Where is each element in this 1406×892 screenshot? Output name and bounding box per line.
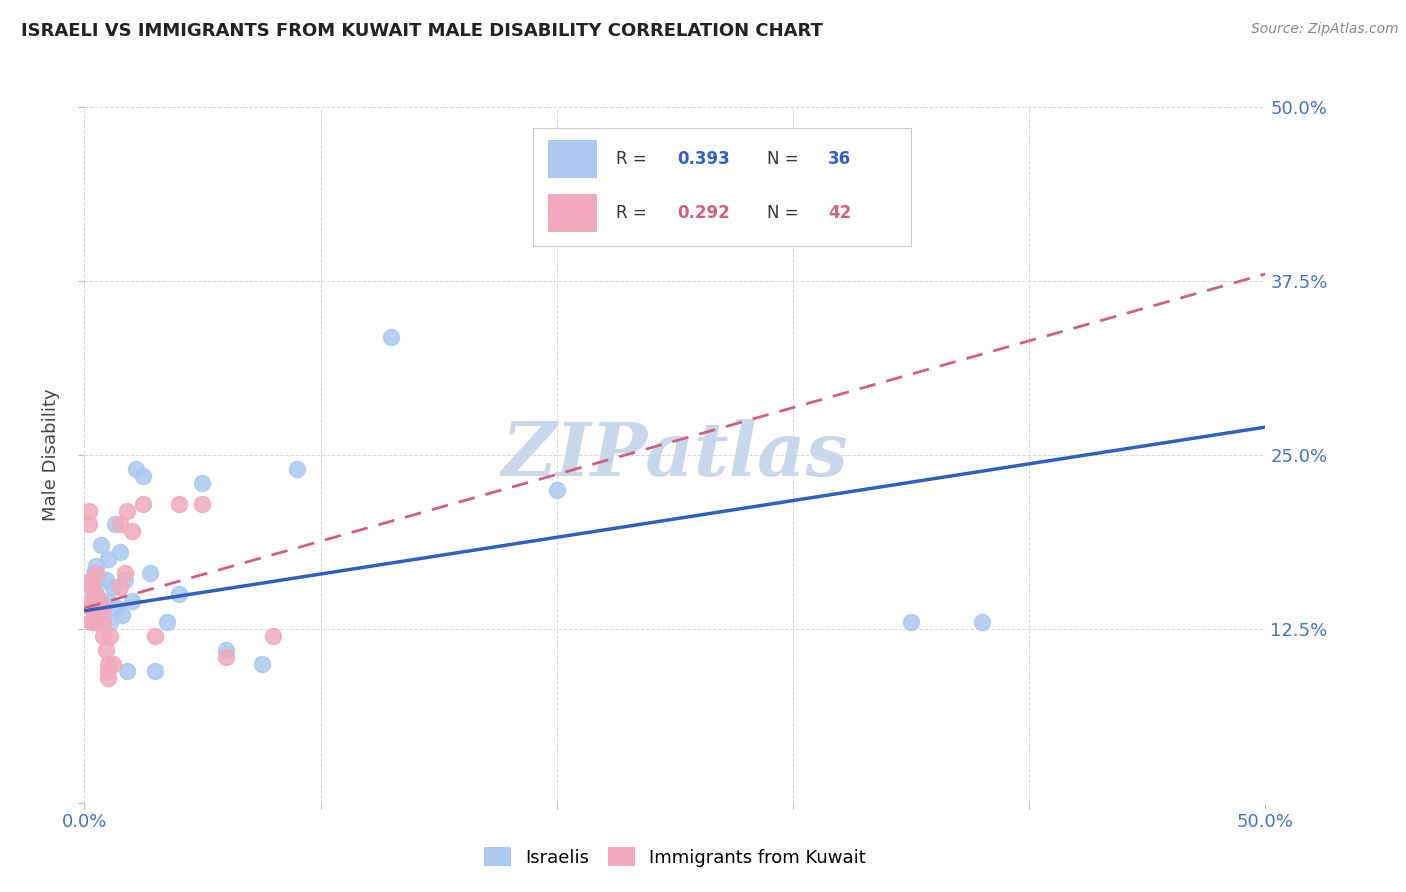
Point — [84, 615, 107, 629]
Point — [91, 615, 114, 629]
Point — [121, 594, 143, 608]
Point — [84, 601, 107, 615]
Text: R =: R = — [616, 204, 652, 222]
Point — [101, 657, 124, 671]
Point — [143, 664, 166, 678]
Point — [77, 503, 100, 517]
Point — [167, 587, 190, 601]
Text: 0.393: 0.393 — [676, 150, 730, 168]
Point — [139, 566, 162, 581]
Point — [84, 559, 107, 574]
Point — [84, 566, 107, 581]
Point — [83, 607, 105, 622]
Point — [107, 601, 129, 615]
Point — [80, 580, 103, 594]
Point — [111, 607, 134, 622]
Point — [121, 524, 143, 539]
Point — [262, 629, 284, 643]
Point — [80, 573, 103, 587]
Text: ZIPatlas: ZIPatlas — [502, 418, 848, 491]
Legend: Israelis, Immigrants from Kuwait: Israelis, Immigrants from Kuwait — [477, 840, 873, 874]
Point — [104, 517, 127, 532]
Bar — [548, 194, 598, 232]
Point — [900, 615, 922, 629]
Point — [97, 664, 120, 678]
Text: N =: N = — [768, 150, 804, 168]
Point — [91, 601, 114, 615]
Point — [115, 664, 138, 678]
Point — [215, 642, 238, 657]
Text: Source: ZipAtlas.com: Source: ZipAtlas.com — [1251, 22, 1399, 37]
Point — [970, 615, 993, 629]
Text: 36: 36 — [828, 150, 851, 168]
Point — [98, 615, 121, 629]
Point — [90, 538, 112, 552]
Point — [80, 594, 103, 608]
Point — [87, 594, 110, 608]
Point — [90, 607, 112, 622]
Point — [87, 615, 110, 629]
Point — [84, 573, 107, 587]
Point — [90, 615, 112, 629]
Point — [83, 615, 105, 629]
Point — [132, 497, 155, 511]
Point — [80, 615, 103, 629]
Point — [167, 497, 190, 511]
Point — [114, 573, 136, 587]
Point — [115, 503, 138, 517]
Point — [215, 649, 238, 664]
Point — [84, 601, 107, 615]
Text: N =: N = — [768, 204, 804, 222]
Point — [97, 594, 120, 608]
Point — [380, 329, 402, 343]
Point — [83, 587, 105, 601]
Point — [83, 601, 105, 615]
Point — [80, 601, 103, 615]
Point — [94, 573, 117, 587]
Point — [191, 497, 214, 511]
Point — [80, 580, 103, 594]
Point — [84, 594, 107, 608]
Point — [77, 517, 100, 532]
Point — [125, 462, 148, 476]
Point — [98, 629, 121, 643]
Point — [108, 517, 131, 532]
Y-axis label: Male Disability: Male Disability — [42, 389, 60, 521]
Point — [132, 468, 155, 483]
Point — [108, 545, 131, 559]
Point — [84, 587, 107, 601]
Bar — [548, 140, 598, 178]
Text: ISRAELI VS IMMIGRANTS FROM KUWAIT MALE DISABILITY CORRELATION CHART: ISRAELI VS IMMIGRANTS FROM KUWAIT MALE D… — [21, 22, 823, 40]
Point — [91, 629, 114, 643]
Text: 42: 42 — [828, 204, 851, 222]
Text: 0.292: 0.292 — [676, 204, 730, 222]
Point — [285, 462, 308, 476]
Point — [97, 552, 120, 566]
Point — [83, 587, 105, 601]
Point — [108, 580, 131, 594]
Point — [546, 483, 568, 497]
Point — [114, 566, 136, 581]
Point — [94, 642, 117, 657]
Text: R =: R = — [616, 150, 652, 168]
Point — [156, 615, 179, 629]
Point — [97, 657, 120, 671]
Point — [84, 607, 107, 622]
Point — [97, 671, 120, 685]
Point — [143, 629, 166, 643]
Point — [250, 657, 273, 671]
Point — [191, 475, 214, 490]
Point — [83, 566, 105, 581]
Point — [90, 594, 112, 608]
Point — [91, 615, 114, 629]
Point — [87, 601, 110, 615]
Point — [87, 607, 110, 622]
Point — [101, 580, 124, 594]
